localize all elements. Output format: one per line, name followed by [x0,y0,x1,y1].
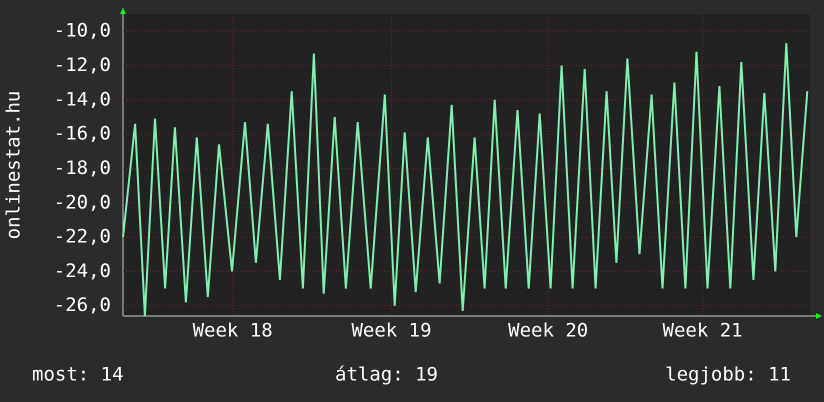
footer-current: most: 14 [32,364,124,386]
y-tick-label: -18,0 [54,157,111,179]
y-axis-label: onlinestat.hu [3,91,25,240]
x-arrow [816,313,822,319]
y-tick-label: -22,0 [54,226,111,248]
y-arrow [120,8,126,14]
y-tick-label: -24,0 [54,260,111,282]
data-line [122,43,809,317]
x-tick-label: Week 19 [351,320,431,342]
x-tick-label: Week 18 [193,320,273,342]
x-tick-label: Week 20 [508,320,588,342]
y-tick-label: -20,0 [54,191,111,213]
y-tick-label: -26,0 [54,294,111,316]
y-tick-label: -12,0 [54,54,111,76]
footer-average: átlag: 19 [335,364,438,386]
y-tick-label: -16,0 [54,123,111,145]
y-tick-label: -14,0 [54,88,111,110]
x-tick-label: Week 21 [663,320,743,342]
y-tick-label: -10,0 [54,20,111,42]
footer-best: legjobb: 11 [665,364,791,386]
